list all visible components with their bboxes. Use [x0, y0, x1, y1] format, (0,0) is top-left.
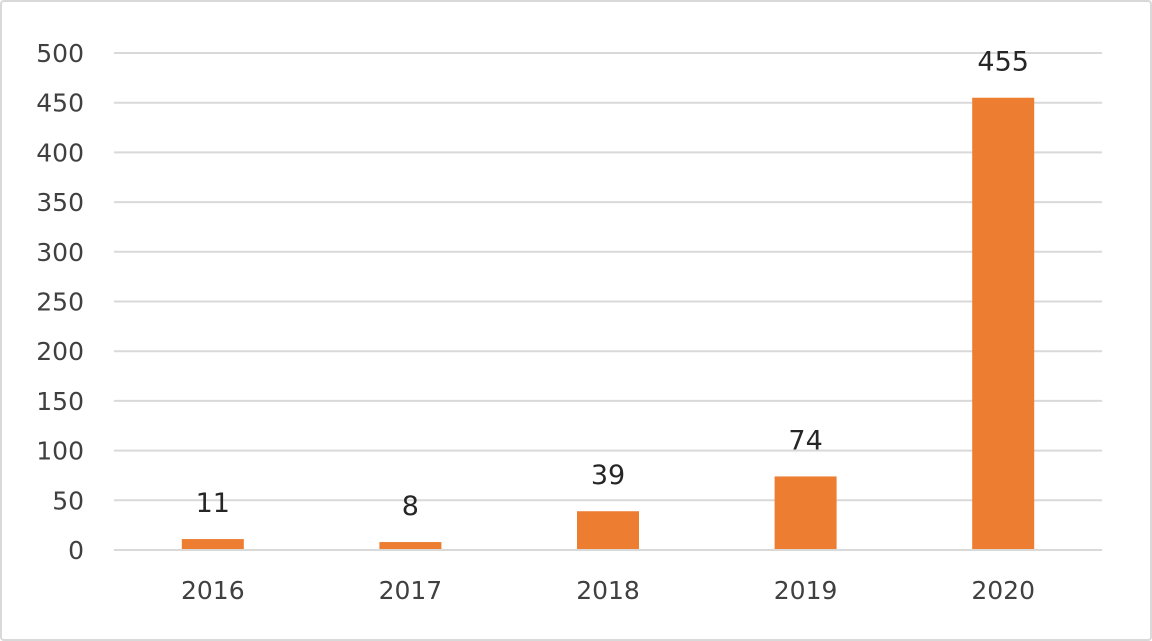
y-tick-label: 0	[68, 536, 84, 565]
data-label-2017: 8	[402, 491, 419, 522]
x-tick-label-2016: 2016	[181, 576, 245, 605]
bar-2019	[774, 476, 837, 550]
data-label-2016: 11	[196, 488, 230, 519]
y-tick-label: 400	[36, 138, 84, 167]
bar-2020	[972, 97, 1035, 550]
y-tick-label: 250	[36, 288, 84, 317]
gridlines	[114, 52, 1102, 551]
y-tick-label: 500	[36, 39, 84, 68]
x-tick-label-2017: 2017	[379, 576, 443, 605]
data-label-2020: 455	[977, 47, 1029, 78]
x-tick-label-2020: 2020	[971, 576, 1035, 605]
x-axis: 2016 2017 2018 2019 2020	[114, 549, 1102, 605]
bar-2017	[379, 542, 442, 550]
y-tick-label: 450	[36, 89, 84, 118]
x-tick-label-2019: 2019	[774, 576, 838, 605]
data-label-2018: 39	[591, 460, 625, 491]
data-label-2019: 74	[788, 425, 822, 456]
bar-2018	[577, 511, 639, 550]
y-tick-label: 350	[36, 188, 84, 217]
y-tick-label: 100	[36, 437, 84, 466]
y-tick-label: 300	[36, 238, 84, 267]
bars	[181, 97, 1035, 550]
y-tick-label: 50	[52, 486, 84, 515]
y-axis: 0 50 100 150 200 250 300 350 400 450 500	[36, 39, 84, 565]
y-tick-label: 200	[36, 337, 84, 366]
bar-2016	[181, 539, 244, 550]
y-tick-label: 150	[36, 387, 84, 416]
data-labels: 11 8 39 74 455	[196, 47, 1029, 522]
x-tick-label-2018: 2018	[576, 576, 640, 605]
